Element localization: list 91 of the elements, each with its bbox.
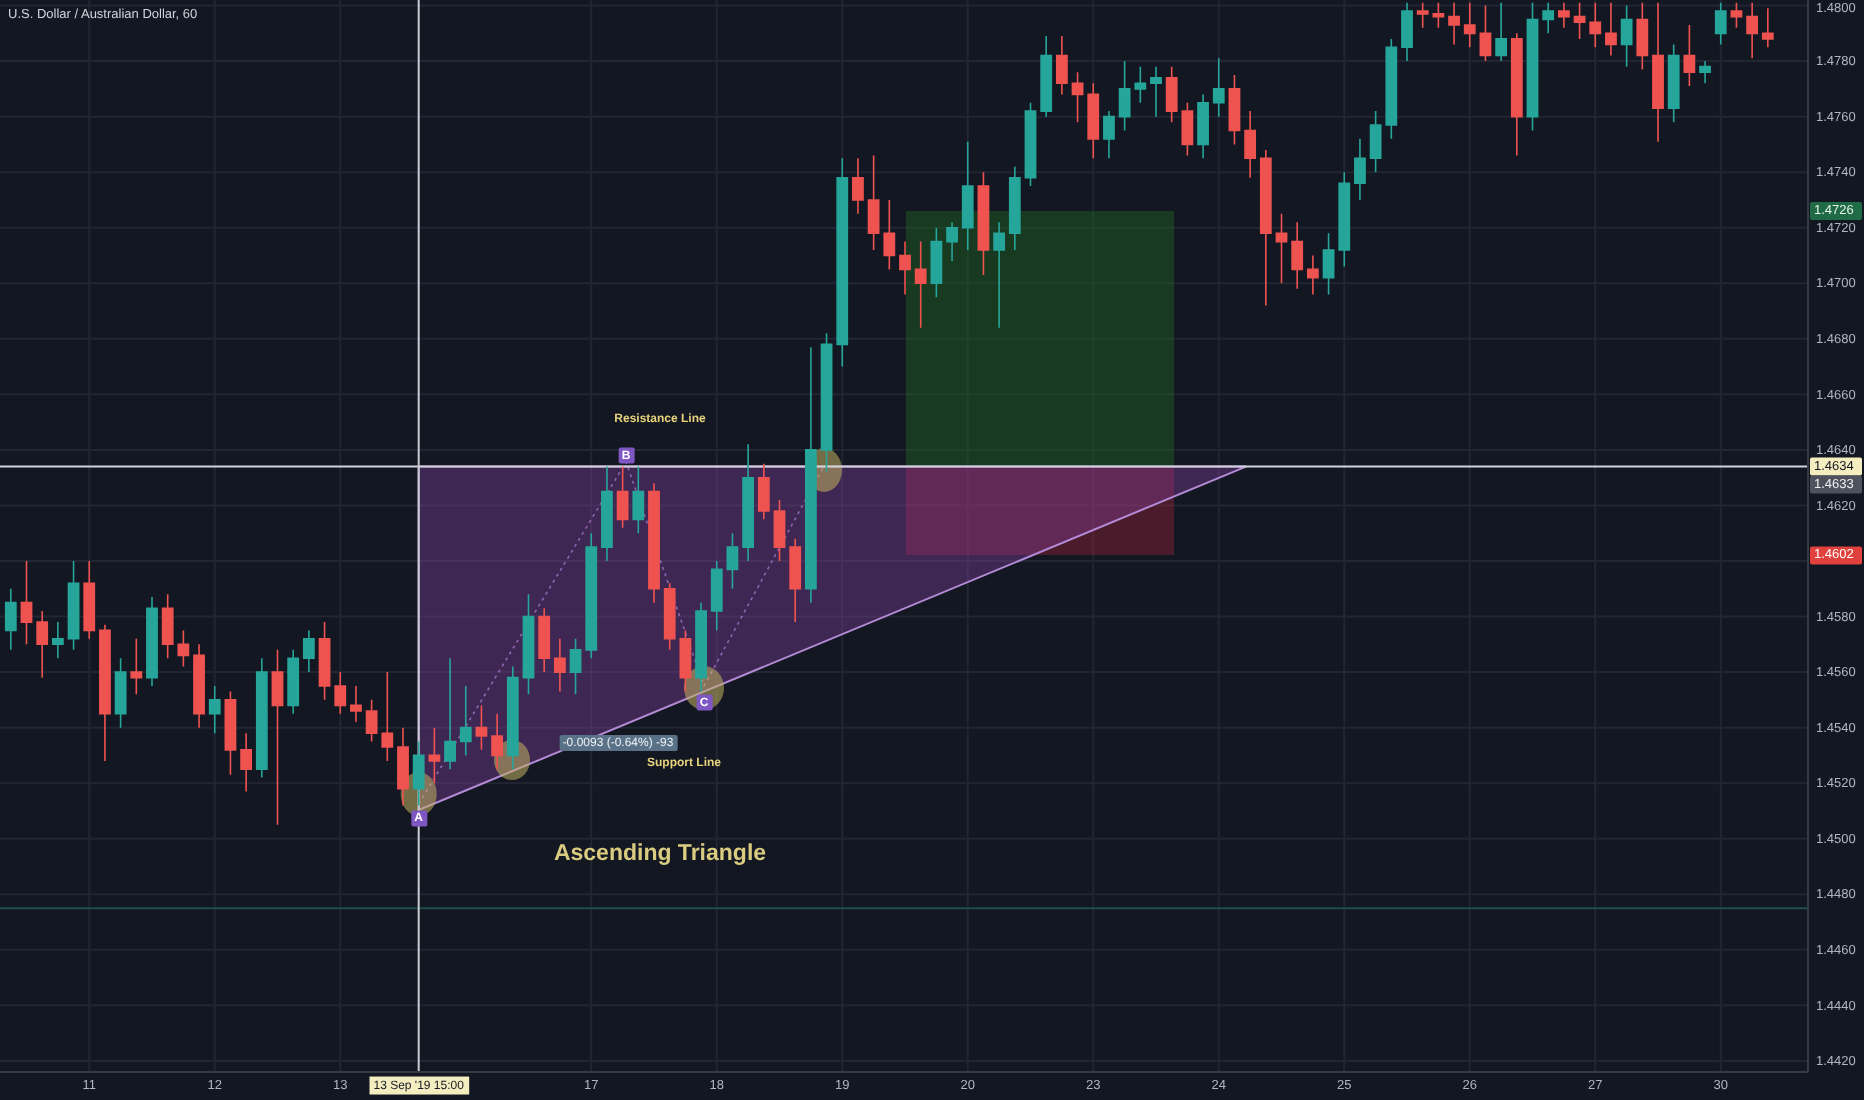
candlestick [1354, 138, 1366, 201]
candlestick [852, 157, 864, 215]
candlestick [475, 704, 488, 751]
candlestick [271, 649, 284, 826]
candlestick [553, 637, 566, 693]
candlestick [1510, 32, 1523, 157]
candlestick [585, 532, 598, 659]
candlestick [1714, 1, 1727, 46]
candlestick [1291, 221, 1304, 290]
candlestick [930, 226, 943, 298]
candlestick [83, 560, 96, 640]
candlestick [224, 690, 237, 776]
candlestick [334, 671, 347, 715]
candlestick [1197, 93, 1209, 160]
candlestick [240, 732, 253, 793]
candlestick [412, 740, 425, 807]
candlestick [1071, 71, 1084, 123]
candlestick [1636, 1, 1649, 71]
candlestick [1683, 24, 1696, 87]
candlestick [789, 537, 802, 623]
candlestick [255, 657, 268, 779]
candlestick [1746, 1, 1759, 60]
candlestick [836, 157, 849, 368]
candlestick [350, 685, 362, 723]
candlestick [1275, 213, 1288, 285]
candlestick [506, 665, 519, 771]
candlestick [1259, 149, 1272, 307]
candlestick [773, 499, 786, 562]
candlestick [1087, 82, 1100, 160]
candlestick [1573, 1, 1586, 40]
candlestick [1730, 1, 1743, 29]
candlestick [1448, 1, 1460, 46]
candlestick [1008, 165, 1021, 251]
candlestick [146, 596, 158, 687]
candlestick [1652, 1, 1664, 143]
candlestick [1589, 1, 1602, 49]
candlestick [648, 482, 660, 604]
candlestick [1620, 4, 1633, 68]
candlestick [130, 637, 143, 696]
candlestick [1557, 1, 1570, 29]
candlestick [710, 560, 723, 632]
candlestick [569, 637, 582, 696]
candlestick [1699, 60, 1711, 85]
candlestick [1761, 7, 1774, 49]
candlestick [1495, 1, 1508, 62]
candlestick [1040, 35, 1053, 118]
candlestick [914, 240, 927, 329]
candlestick [804, 346, 817, 604]
candlestick [1542, 1, 1555, 35]
candlestick [491, 712, 504, 771]
candlestick [51, 621, 64, 659]
candlestick [4, 587, 17, 651]
candlestick [114, 657, 127, 729]
annotation: Ascending Triangle [553, 842, 767, 866]
candlestick [1667, 43, 1680, 123]
candlestick [1306, 254, 1319, 296]
candlestick [632, 465, 645, 535]
candlestick [67, 560, 80, 651]
candlestick [1103, 110, 1115, 160]
candlestick [193, 643, 205, 729]
candlestick [1463, 1, 1476, 49]
candlestick [977, 171, 990, 276]
candlestick [1055, 35, 1068, 96]
candlestick [287, 649, 300, 715]
candlestick [459, 685, 472, 757]
candlestick [946, 221, 958, 262]
candlestick [757, 462, 770, 521]
candlestick [601, 465, 613, 562]
candlestick [1338, 171, 1351, 268]
candlestick [444, 657, 456, 771]
candlestick [428, 726, 441, 784]
candlestick [695, 601, 707, 693]
candlestick [99, 624, 111, 762]
candlestick [1605, 1, 1617, 57]
candlestick [1212, 57, 1225, 118]
candlestick [1244, 110, 1257, 179]
candlestick [538, 607, 551, 673]
candlestick [36, 610, 49, 679]
candlestick [616, 465, 629, 529]
candlestick [993, 221, 1006, 329]
candlestick [742, 443, 755, 562]
candlestick [899, 240, 911, 296]
candlestick [961, 140, 974, 251]
candlestick [726, 532, 739, 590]
candlestick [1322, 232, 1335, 296]
candlestick [302, 629, 315, 673]
candlestick [1401, 1, 1413, 62]
candlestick [397, 726, 409, 807]
candlestick [20, 560, 33, 646]
candlestick [208, 685, 221, 734]
candlestick [1150, 65, 1162, 118]
